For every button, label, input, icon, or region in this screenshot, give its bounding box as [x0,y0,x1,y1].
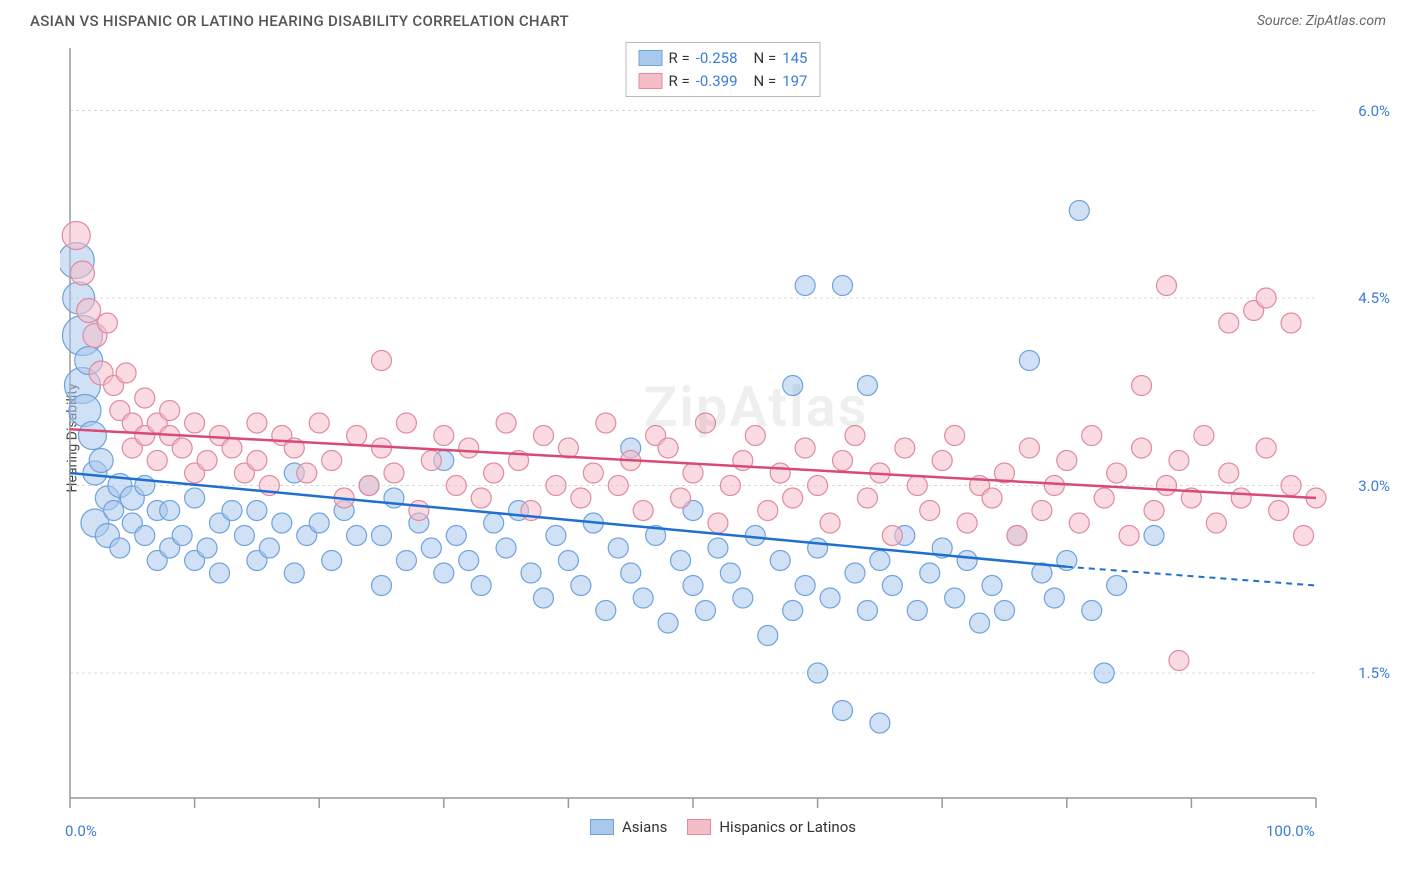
legend-n-label: N = [754,47,777,70]
legend-r-label: R = [669,47,690,70]
legend-swatch-hispanics [687,819,711,835]
legend-swatch-asians [639,50,663,66]
legend-r-value-hispanics: -0.399 [696,70,738,93]
y-tick-label: 4.5% [1358,289,1390,307]
legend-n-value-asians: 145 [782,47,807,70]
legend-label-hispanics: Hispanics or Latinos [719,818,856,836]
y-tick-label: 3.0% [1358,477,1390,495]
legend-swatch-asians [590,819,614,835]
x-tick-left: 0.0% [65,822,97,840]
legend-item-hispanics: Hispanics or Latinos [687,818,856,836]
source-attribution: Source: ZipAtlas.com [1257,13,1386,29]
legend-swatch-hispanics [639,73,663,89]
scatter-plot-svg [60,38,1386,838]
correlation-legend: R = -0.258 N = 145 R = -0.399 N = 197 [626,42,821,97]
x-tick-right: 100.0% [1266,822,1315,840]
series-legend: Asians Hispanics or Latinos [590,818,856,836]
legend-row-hispanics: R = -0.399 N = 197 [639,70,808,93]
legend-r-value-asians: -0.258 [696,47,738,70]
legend-label-asians: Asians [622,818,667,836]
legend-r-label: R = [669,70,690,93]
y-tick-label: 1.5% [1358,664,1390,682]
chart-title: ASIAN VS HISPANIC OR LATINO HEARING DISA… [30,12,569,30]
legend-row-asians: R = -0.258 N = 145 [639,47,808,70]
legend-n-value-hispanics: 197 [782,70,807,93]
y-tick-label: 6.0% [1358,102,1390,120]
legend-item-asians: Asians [590,818,667,836]
legend-n-label: N = [754,70,777,93]
chart-area: Hearing Disability ZipAtlas R = -0.258 N… [60,38,1386,838]
